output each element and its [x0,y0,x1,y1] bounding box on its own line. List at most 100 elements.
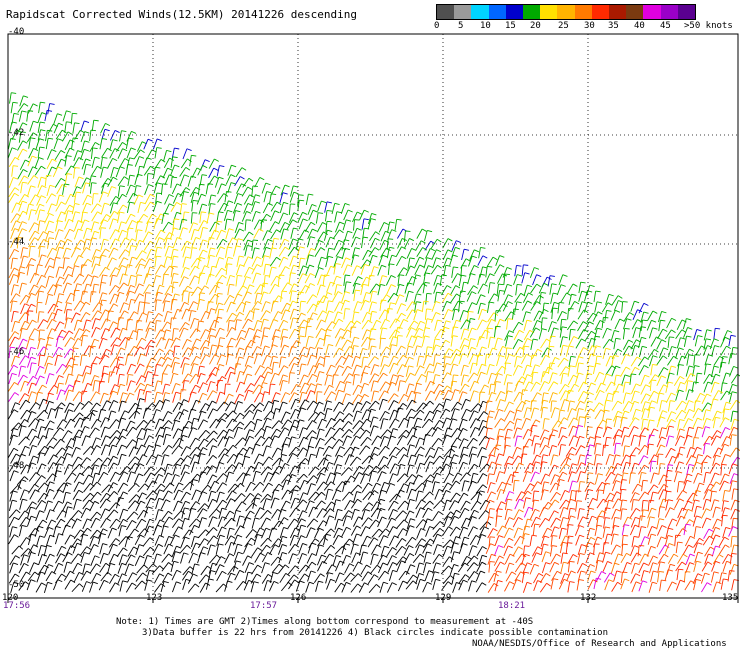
wind-barb [261,182,271,194]
wind-barb [244,355,254,367]
wind-barb [289,308,299,320]
wind-barb [386,517,397,529]
wind-barb [351,552,361,564]
wind-barb [63,302,72,314]
wind-barb [109,202,119,214]
wind-barb [106,257,117,268]
wind-barb [722,372,731,384]
wind-barb [124,353,133,366]
wind-barb [388,569,398,582]
wind-barb [602,561,613,572]
wind-barb [334,211,342,223]
wind-barb [325,220,332,233]
wind-barb [387,292,399,303]
wind-barb [450,551,460,563]
wind-barb [54,321,65,332]
wind-barb [343,373,354,384]
wind-barb [703,373,714,384]
wind-barb [181,517,190,530]
wind-barb [577,516,588,527]
wind-barb [100,156,108,169]
wind-barb [54,354,63,367]
wind-barb [667,553,679,564]
wind-barb [378,390,389,401]
wind-barb [117,185,125,197]
wind-barb [460,364,469,376]
wind-barb [548,392,558,404]
wind-barb [494,337,503,349]
wind-barb [214,281,224,293]
wind-barb [628,472,636,484]
legend-swatch [643,5,661,19]
wind-barb [486,301,495,313]
wind-barb [720,390,732,401]
wind-barb [89,402,101,413]
wind-barb [260,219,268,231]
wind-barb [260,335,269,347]
wind-barb [596,489,604,501]
wind-barb [134,580,147,590]
wind-barb [55,220,63,232]
wind-barb [512,479,520,492]
wind-barb [170,272,179,285]
wind-barb [65,309,73,321]
wind-barb [325,300,334,312]
wind-barb [44,109,53,122]
wind-barb [512,321,524,332]
wind-barb [649,460,657,473]
wind-barb [289,507,301,518]
wind-barb [179,389,187,401]
wind-barb [253,353,263,365]
wind-barb [154,329,166,340]
wind-barb [396,335,403,347]
wind-barb [407,435,418,446]
wind-barb [70,510,83,520]
wind-barb [181,240,192,251]
wind-barb [585,552,595,564]
wind-barb [504,581,515,592]
wind-barb [522,345,530,358]
wind-barb [396,255,407,267]
wind-barb [451,326,459,338]
wind-barb [425,461,435,473]
wind-barb [711,345,720,357]
wind-barb [89,129,96,142]
wind-barb [468,255,478,267]
wind-barb [133,293,144,304]
wind-barb [288,392,299,403]
wind-barb [279,266,290,277]
wind-barb [621,301,628,313]
wind-barb [674,498,685,509]
legend-label: 20 [530,21,541,31]
wind-barb [414,365,425,376]
wind-barb [548,444,558,457]
wind-barb [153,218,162,230]
wind-barb [206,390,218,401]
wind-barb [416,402,428,412]
wind-barb [332,291,343,302]
wind-barb [35,285,47,296]
wind-barb [79,354,87,366]
wind-barb [79,329,91,339]
wind-barb [280,328,289,340]
wind-barb [720,345,731,356]
wind-barb [11,220,21,232]
wind-barb [341,365,352,376]
wind-barb [146,266,155,278]
wind-barb [560,318,567,331]
wind-barb [406,416,415,428]
wind-barb [143,555,153,566]
wind-barb [425,346,433,358]
wind-barb [332,499,341,511]
wind-barb [664,479,672,492]
wind-barb [335,446,345,457]
wind-barb [439,408,451,419]
wind-barb [558,383,570,394]
wind-barb [350,573,363,582]
wind-barb [143,435,154,446]
wind-barb [576,362,584,374]
wind-barb [388,400,399,411]
wind-barb [144,506,153,518]
legend-label: 5 [458,21,464,31]
wind-barb [505,347,512,359]
